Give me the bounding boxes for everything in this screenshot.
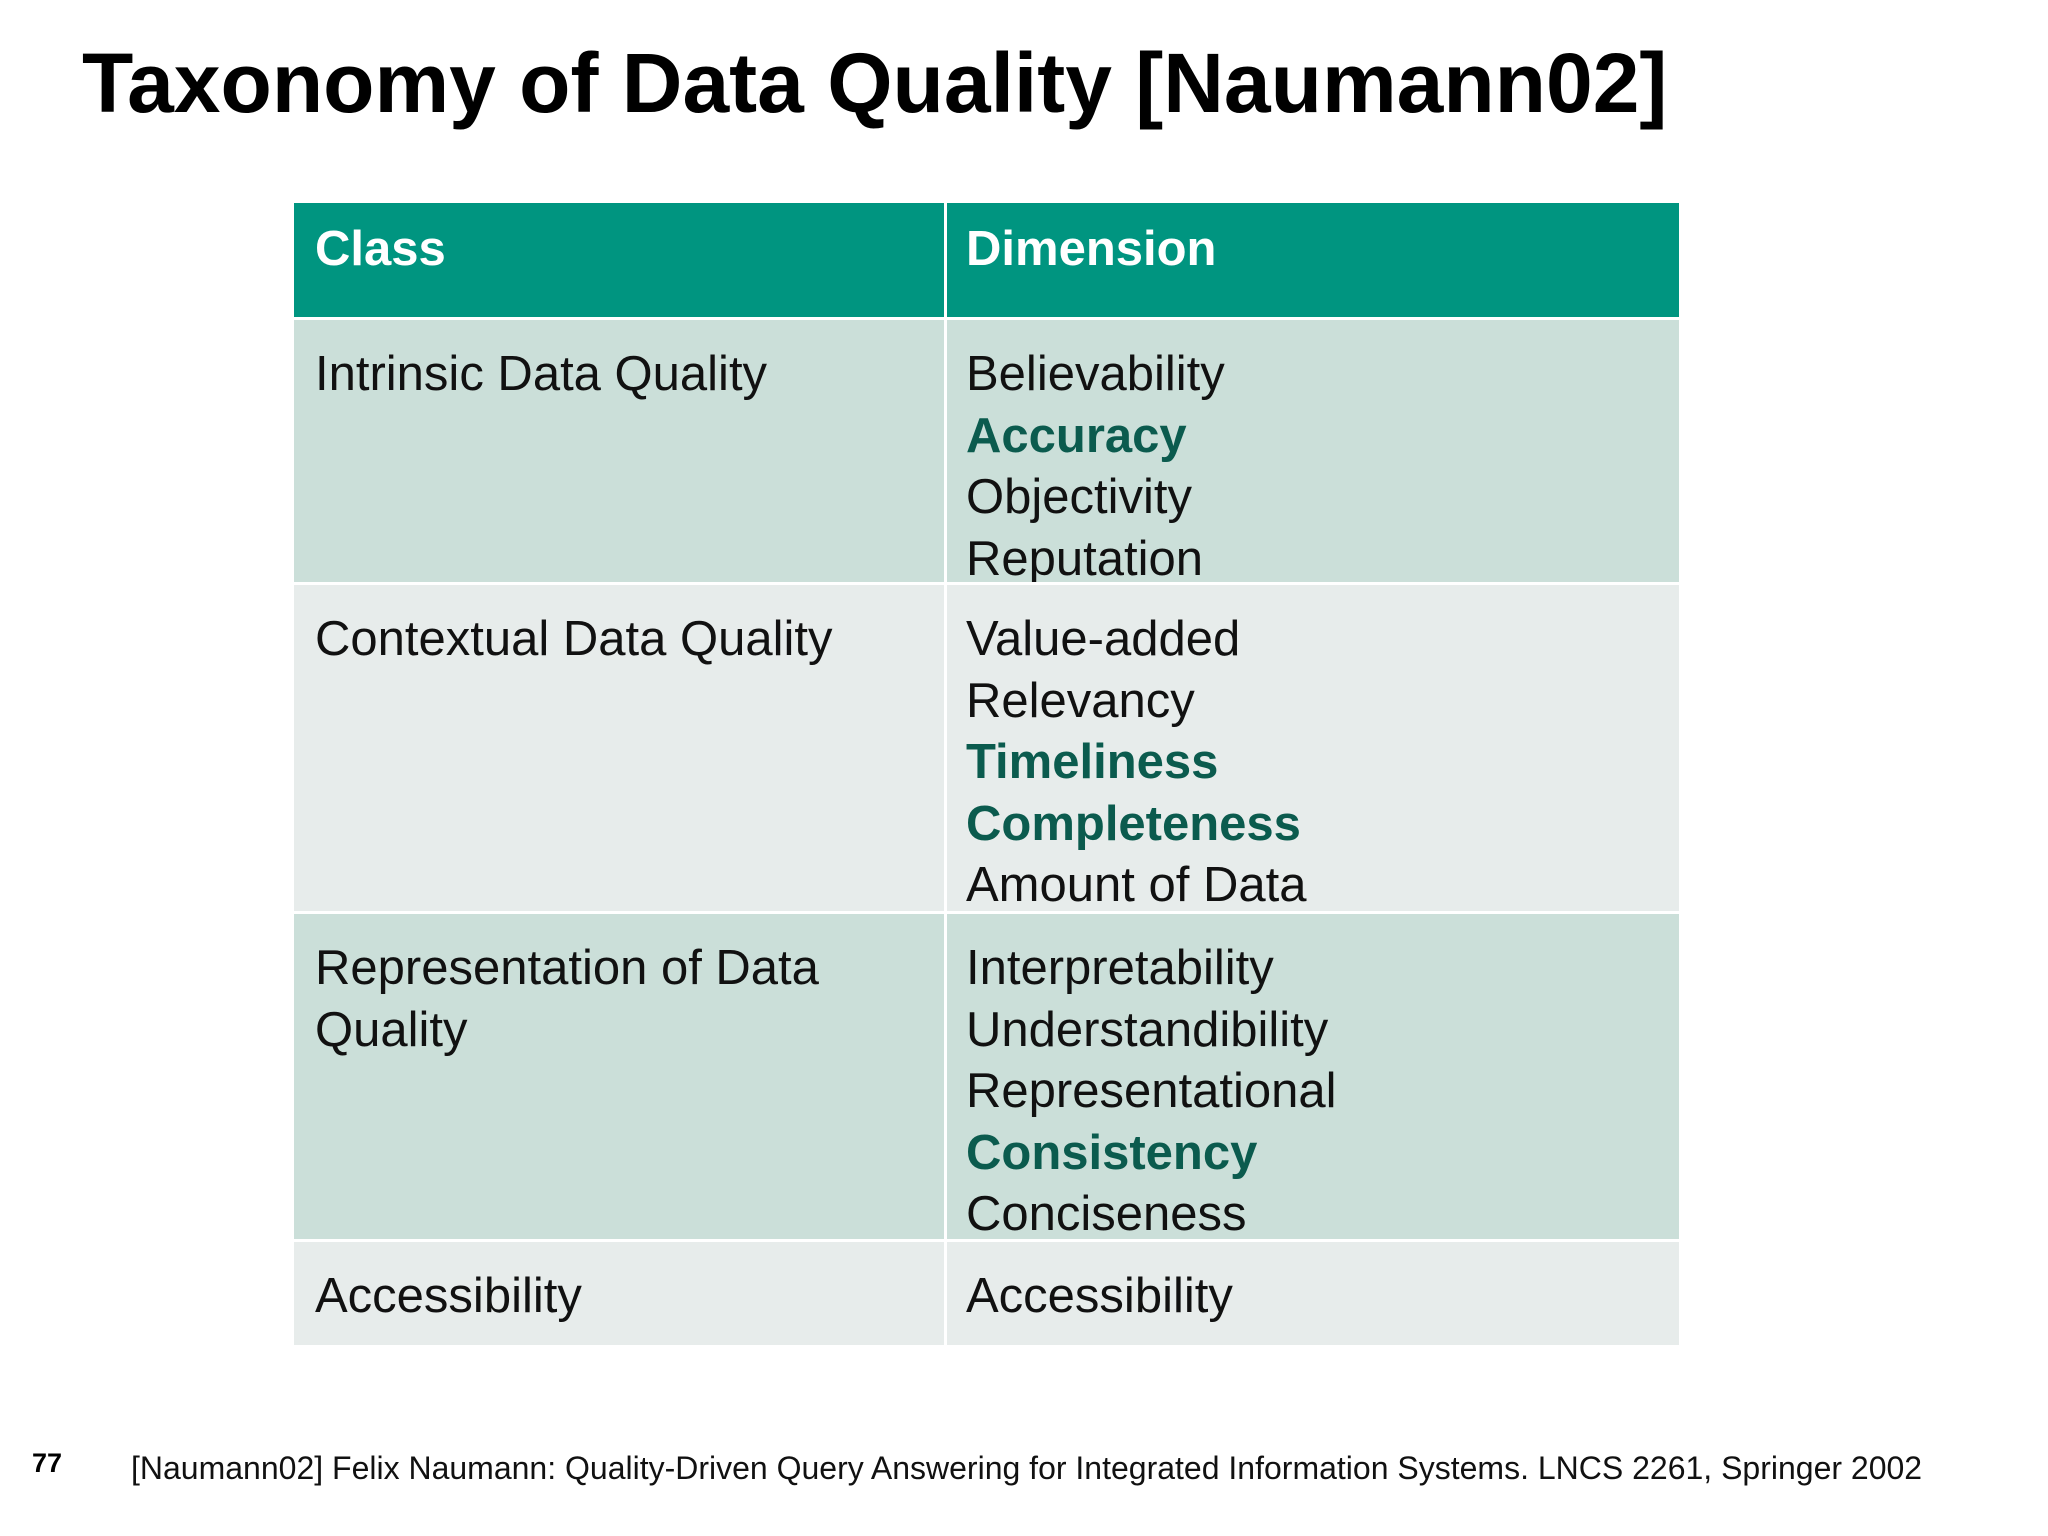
dimension-cell-representation: Interpretability Understandibility Repre…: [944, 911, 1679, 1241]
class-cell-intrinsic: Intrinsic Data Quality: [294, 317, 944, 582]
dimension-cell-intrinsic: Believability Accuracy Objectivity Reput…: [944, 317, 1679, 586]
data-quality-table: Class Dimension Intrinsic Data Quality B…: [294, 203, 1679, 1345]
dimension-item: Interpretability: [966, 941, 1274, 995]
dimension-item: Representational: [966, 1064, 1337, 1118]
citation-footnote: [Naumann02] Felix Naumann: Quality-Drive…: [131, 1450, 1923, 1486]
class-label: Intrinsic Data Quality: [315, 347, 768, 401]
class-label-line: Quality: [315, 1002, 468, 1057]
page-number: 77: [32, 1448, 63, 1478]
dimension-item: Relevancy: [966, 673, 1195, 728]
class-label: Contextual Data Quality: [315, 612, 833, 666]
dimension-item: Reputation: [966, 531, 1204, 586]
dimension-item-highlighted: Accuracy: [966, 408, 1187, 463]
dimension-item: Conciseness: [966, 1187, 1247, 1241]
dimension-item-highlighted: Timeliness: [966, 735, 1219, 789]
dimension-cell-accessibility: Accessibility: [944, 1239, 1679, 1345]
dimension-item: Objectivity: [966, 470, 1193, 524]
dimension-item: Value-added: [966, 612, 1241, 666]
class-cell-representation: Representation of Data Quality: [294, 911, 944, 1239]
slide-title: Taxonomy of Data Quality [Naumann02]: [82, 36, 1668, 130]
header-dimension: Dimension: [944, 203, 1679, 317]
dimension-item: Believability: [966, 347, 1225, 401]
class-cell-contextual: Contextual Data Quality: [294, 582, 944, 911]
dimension-item-highlighted: Completeness: [966, 796, 1301, 851]
dimension-item-highlighted: Consistency: [966, 1125, 1258, 1180]
dimension-item: Understandibility: [966, 1002, 1329, 1057]
dimension-item: Amount of Data: [966, 858, 1307, 912]
class-label: Accessibility: [315, 1269, 582, 1323]
class-cell-accessibility: Accessibility: [294, 1239, 944, 1345]
dimension-item: Accessibility: [966, 1269, 1233, 1323]
class-label-line: Representation of Data: [315, 941, 819, 995]
header-class: Class: [294, 203, 944, 317]
dimension-cell-contextual: Value-added Relevancy Timeliness Complet…: [944, 582, 1679, 912]
